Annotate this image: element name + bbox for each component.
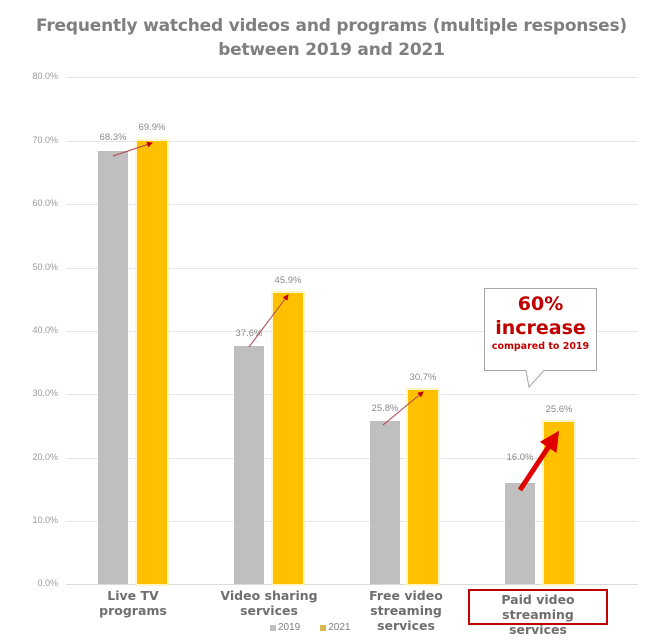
gridline-40	[66, 331, 638, 332]
legend-swatch-2021	[320, 624, 327, 631]
data-label-2019-live-tv: 68.3%	[99, 132, 127, 143]
legend-item-2021: 2021	[320, 622, 351, 633]
y-tick-70: 70.0%	[32, 135, 58, 145]
y-tick-10: 10.0%	[32, 515, 58, 525]
bar-2019-video-sharing	[234, 346, 264, 584]
trend-arrow-paid-streaming	[517, 430, 560, 492]
bar-2021-live-tv	[137, 141, 167, 584]
data-label-2021-video-sharing: 45.9%	[274, 275, 302, 286]
y-tick-30: 30.0%	[32, 388, 58, 398]
data-label-2021-live-tv: 69.9%	[138, 122, 166, 133]
x-label-video-sharing: Video sharing services	[220, 588, 318, 618]
trend-arrow-free-streaming	[382, 391, 424, 426]
chart-title-line-1: Frequently watched videos and programs (…	[36, 16, 627, 36]
x-label-free-streaming: Free video streaming services	[369, 588, 443, 633]
bar-2019-paid-streaming	[505, 483, 535, 584]
bar-2019-live-tv	[98, 151, 128, 584]
speech-bubble-icon	[484, 288, 597, 389]
callout-percent: 60%	[517, 293, 564, 315]
trend-arrow-video-sharing	[248, 294, 289, 348]
legend-item-2019: 2019	[270, 622, 300, 633]
data-label-2019-video-sharing: 37.6%	[235, 328, 263, 339]
gridline-20	[66, 458, 638, 459]
chart-title: Frequently watched videos and programs (…	[0, 14, 663, 62]
legend-swatch-2019	[270, 624, 276, 631]
data-label-2019-free-streaming: 25.8%	[371, 403, 399, 414]
chart-title-line-2: between 2019 and 2021	[218, 40, 445, 60]
gridline-70	[66, 141, 638, 142]
gridline-0	[66, 584, 638, 585]
legend-label-2021: 2021	[328, 622, 351, 633]
legend: 2019 2021	[270, 622, 351, 633]
gridline-10	[66, 521, 638, 522]
y-tick-40: 40.0%	[32, 325, 58, 335]
bar-2021-video-sharing	[273, 293, 303, 584]
x-label-live-tv: Live TV programs	[99, 588, 167, 618]
legend-label-2019: 2019	[278, 622, 301, 633]
trend-arrow-live-tv	[112, 141, 153, 157]
x-label-paid-streaming: Paid video streaming services	[501, 592, 575, 637]
y-tick-50: 50.0%	[32, 262, 58, 272]
bar-2021-free-streaming	[408, 390, 438, 584]
gridline-30	[66, 394, 638, 395]
gridline-50	[66, 268, 638, 269]
y-tick-0: 0.0%	[37, 578, 58, 588]
highlight-box-paid-streaming	[468, 589, 608, 625]
callout-compared: compared to 2019	[491, 341, 590, 352]
callout-60-percent-increase: 60% increase compared to 2019	[484, 288, 597, 389]
y-tick-60: 60.0%	[32, 198, 58, 208]
y-tick-80: 80.0%	[32, 71, 58, 81]
data-label-2021-free-streaming: 30.7%	[409, 372, 437, 383]
data-label-2019-paid-streaming: 16.0%	[506, 452, 534, 463]
callout-increase: increase	[495, 317, 586, 339]
gridline-60	[66, 204, 638, 205]
data-label-2021-paid-streaming: 25.6%	[545, 404, 573, 415]
bar-2019-free-streaming	[370, 421, 400, 584]
y-tick-20: 20.0%	[32, 452, 58, 462]
gridline-80	[66, 77, 638, 78]
